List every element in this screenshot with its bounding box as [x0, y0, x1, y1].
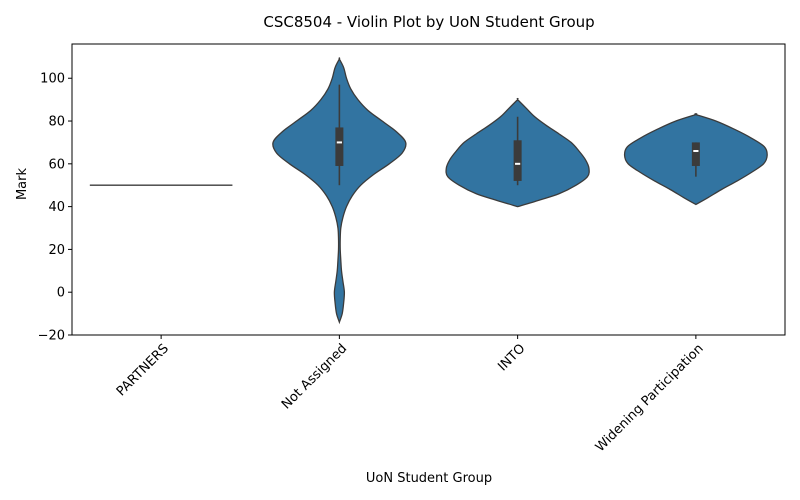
x-tick-label: PARTNERS [114, 341, 172, 399]
chart-title: CSC8504 - Violin Plot by UoN Student Gro… [263, 13, 594, 31]
x-tick-label: INTO [495, 341, 528, 374]
x-axis: PARTNERS Not Assigned INTO Widening Partici… [114, 335, 707, 455]
violin-box [691, 142, 700, 166]
y-axis-title: Mark [15, 168, 30, 201]
y-tick-label: 80 [48, 115, 65, 130]
x-tick-label: Not Assigned [279, 341, 350, 412]
y-tick-label: −20 [38, 329, 65, 344]
y-tick-label: 0 [57, 286, 65, 301]
y-axis: −20 0 20 40 60 80 100 [38, 72, 72, 344]
violin-1 [272, 57, 407, 325]
violin-box [335, 127, 344, 166]
plot-frame [71, 43, 786, 336]
y-tick-label: 40 [48, 200, 65, 215]
x-axis-title: UoN Student Group [366, 471, 492, 486]
x-tick-label: Widening Participation [593, 341, 707, 455]
violins-layer [89, 57, 768, 325]
y-tick-label: 20 [48, 243, 65, 258]
violin-box [513, 140, 522, 181]
y-tick-label: 60 [48, 157, 65, 172]
y-tick-label: 100 [40, 72, 65, 87]
